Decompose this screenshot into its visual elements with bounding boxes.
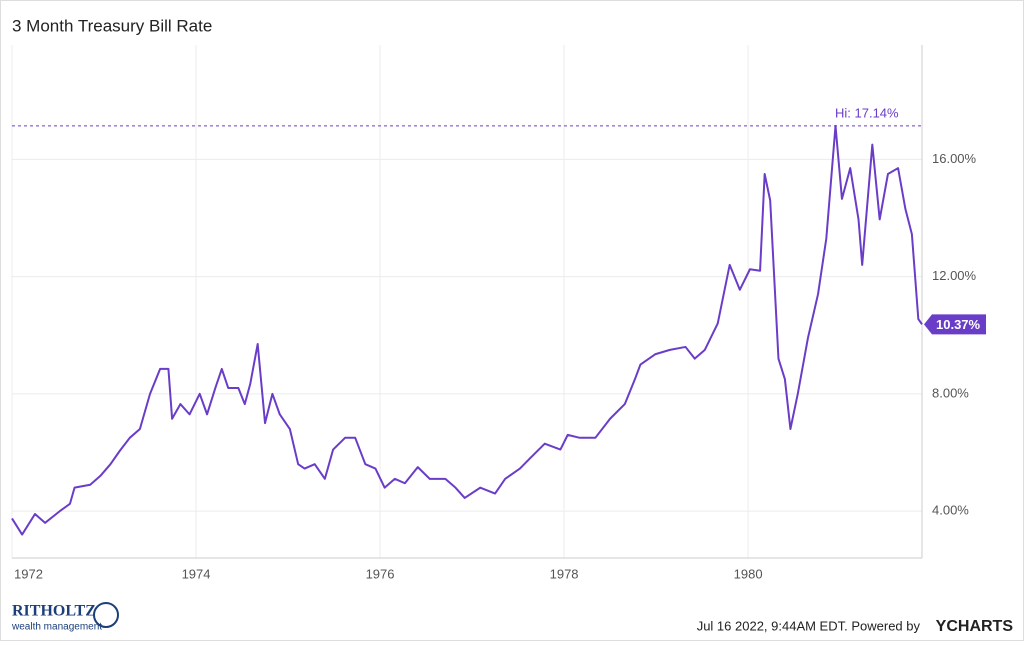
y-tick-label: 8.00% bbox=[932, 385, 969, 400]
last-label: 10.37% bbox=[936, 317, 981, 332]
logo-sub: wealth management bbox=[11, 622, 102, 633]
footer-brand: YCHARTS bbox=[936, 618, 1014, 635]
x-tick-label: 1972 bbox=[14, 566, 43, 581]
logo-icon bbox=[93, 602, 119, 628]
x-tick-label: 1976 bbox=[366, 566, 395, 581]
logo-name: RITHOLTZ bbox=[12, 603, 96, 620]
high-label: Hi: 17.14% bbox=[835, 105, 899, 120]
chart-title: 3 Month Treasury Bill Rate bbox=[12, 16, 212, 35]
last-badge bbox=[924, 314, 986, 335]
y-tick-label: 4.00% bbox=[932, 503, 969, 518]
line-series bbox=[11, 124, 923, 536]
x-tick-label: 1978 bbox=[550, 566, 579, 581]
x-tick-label: 1974 bbox=[182, 566, 211, 581]
x-tick-label: 1980 bbox=[734, 566, 763, 581]
y-tick-label: 12.00% bbox=[932, 268, 977, 283]
footer-timestamp: Jul 16 2022, 9:44AM EDT. Powered by bbox=[697, 618, 921, 633]
y-tick-label: 16.00% bbox=[932, 151, 977, 166]
